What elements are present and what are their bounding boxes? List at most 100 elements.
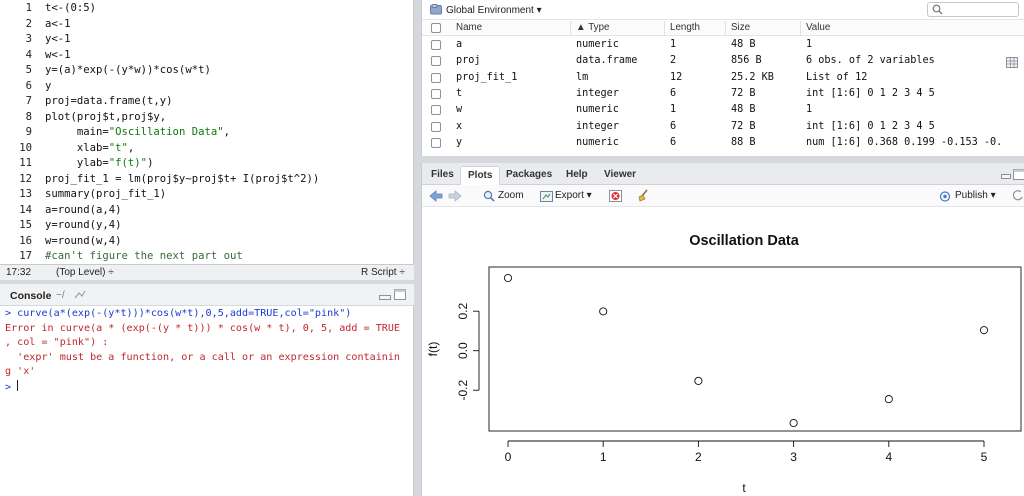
clear-plots-broom-icon[interactable] <box>637 189 649 202</box>
code-text[interactable]: a=round(a,4) <box>45 203 122 219</box>
forward-arrow-icon[interactable] <box>448 190 462 202</box>
source-editor[interactable]: 1 t<-(0:5) 2 a<-1 3 y<-1 4 w<-1 5 y=(a)*exp(-(y*w… <box>0 0 414 280</box>
go-to-directory-icon[interactable] <box>74 289 86 300</box>
row-checkbox[interactable] <box>431 137 441 148</box>
tab-files[interactable]: Files <box>431 169 454 180</box>
line-number[interactable]: 11 <box>19 157 32 169</box>
line-number[interactable]: 6 <box>25 79 32 92</box>
row-checkbox[interactable] <box>431 72 441 83</box>
line-number[interactable]: 14 <box>19 203 32 216</box>
back-arrow-icon[interactable] <box>429 190 443 202</box>
column-header[interactable]: Length <box>670 22 700 33</box>
code-line[interactable]: 16 w=round(w,4) <box>0 234 414 250</box>
environment-row[interactable]: proj_fit_1 lm 12 25.2 KB List of 12 <box>422 70 1024 86</box>
tab-plots[interactable]: Plots <box>460 166 501 185</box>
column-divider[interactable] <box>664 21 665 36</box>
row-checkbox[interactable] <box>431 40 441 50</box>
environment-row[interactable]: a numeric 1 48 B 1 <box>422 37 1024 53</box>
line-number[interactable]: 2 <box>25 17 32 30</box>
code-text[interactable]: #can't figure the next part out <box>45 249 243 265</box>
code-line[interactable]: 9 main="Oscillation Data", <box>0 125 414 141</box>
maximize-icon[interactable] <box>1013 169 1024 180</box>
code-line[interactable]: 15 y=round(y,4) <box>0 218 414 234</box>
cell-name[interactable]: x <box>456 120 463 132</box>
code-text[interactable]: main="Oscillation Data", <box>45 125 230 141</box>
code-line[interactable]: 10 xlab="t", <box>0 141 414 157</box>
code-text[interactable]: a<-1 <box>45 17 71 33</box>
column-header[interactable]: ▲ Type <box>576 22 610 33</box>
cell-name[interactable]: proj <box>456 55 481 67</box>
code-line[interactable]: 14 a=round(a,4) <box>0 203 414 219</box>
publish-button[interactable]: Publish ▾ <box>955 190 996 201</box>
code-text[interactable]: y<-1 <box>45 32 71 48</box>
line-number[interactable]: 17 <box>19 250 32 262</box>
remove-plot-icon[interactable] <box>609 190 622 202</box>
code-line[interactable]: 7 proj=data.frame(t,y) <box>0 94 414 110</box>
environment-search-input[interactable] <box>927 2 1019 17</box>
console-prompt[interactable]: > <box>5 379 410 396</box>
code-line[interactable]: 1 t<-(0:5) <box>0 1 414 17</box>
view-data-grid-icon[interactable] <box>1006 57 1018 68</box>
code-text[interactable]: proj=data.frame(t,y) <box>45 94 173 110</box>
refresh-icon[interactable] <box>1013 190 1023 202</box>
row-checkbox[interactable] <box>431 121 441 132</box>
line-number[interactable]: 8 <box>25 110 32 123</box>
line-number[interactable]: 1 <box>25 2 32 14</box>
code-text[interactable]: y <box>45 79 51 95</box>
environment-row[interactable]: proj data.frame 2 856 B 6 obs. of 2 variable… <box>422 53 1024 69</box>
code-text[interactable]: proj_fit_1 = lm(proj$y~proj$t+ I(proj$t^… <box>45 172 319 188</box>
environment-row[interactable]: t integer 6 72 B int [1:6] 0 1 2 3 4 5 <box>422 86 1024 102</box>
publish-icon[interactable] <box>938 191 952 202</box>
code-text[interactable]: y=(a)*exp(-(y*w))*cos(w*t) <box>45 63 211 79</box>
row-checkbox[interactable] <box>431 56 441 67</box>
code-line[interactable]: 12 proj_fit_1 = lm(proj$y~proj$t+ I(proj$… <box>0 172 414 188</box>
row-checkbox[interactable] <box>431 105 441 116</box>
code-text[interactable]: t<-(0:5) <box>45 1 96 17</box>
select-all-checkbox[interactable] <box>431 23 441 33</box>
line-number[interactable]: 15 <box>19 219 32 231</box>
line-number[interactable]: 3 <box>25 33 32 45</box>
cell-name[interactable]: proj_fit_1 <box>456 71 518 83</box>
column-header[interactable]: Value <box>806 22 831 33</box>
export-button[interactable]: Export ▾ <box>555 190 592 201</box>
cell-name[interactable]: w <box>456 104 463 116</box>
code-line[interactable]: 11 ylab="f(t)") <box>0 156 414 172</box>
code-line[interactable]: 5 y=(a)*exp(-(y*w))*cos(w*t) <box>0 63 414 79</box>
line-number[interactable]: 9 <box>25 126 32 138</box>
environment-row[interactable]: y numeric 6 88 B num [1:6] 0.368 0.199 -0.15… <box>422 135 1024 151</box>
tab-packages[interactable]: Packages <box>506 169 553 180</box>
code-line[interactable]: 8 plot(proj$t,proj$y, <box>0 110 414 126</box>
column-header[interactable]: Size <box>731 22 751 33</box>
code-text[interactable]: w=round(w,4) <box>45 234 122 250</box>
environment-row[interactable]: w numeric 1 48 B 1 <box>422 102 1024 118</box>
column-divider[interactable] <box>570 21 571 36</box>
tab-help[interactable]: Help <box>566 169 588 180</box>
code-text[interactable]: w<-1 <box>45 48 71 64</box>
code-text[interactable]: y=round(y,4) <box>45 218 122 234</box>
line-number[interactable]: 10 <box>19 141 32 154</box>
line-number[interactable]: 5 <box>25 64 32 76</box>
console-output[interactable]: > curve(a*(exp(-(y*t)))*cos(w*t),0,5,add… <box>5 307 410 396</box>
column-header[interactable]: Name <box>456 22 483 33</box>
line-number[interactable]: 12 <box>19 172 32 185</box>
line-number[interactable]: 4 <box>25 48 32 61</box>
column-divider[interactable] <box>725 21 726 36</box>
environment-selector[interactable]: Global Environment ▾ <box>446 5 542 16</box>
row-checkbox[interactable] <box>431 88 441 99</box>
line-number[interactable]: 13 <box>19 188 32 200</box>
code-area[interactable]: 1 t<-(0:5) 2 a<-1 3 y<-1 4 w<-1 5 y=(a)*exp(-(y*w… <box>0 1 414 278</box>
code-line[interactable]: 4 w<-1 <box>0 48 414 64</box>
scope-selector[interactable]: (Top Level) ÷ <box>56 267 114 278</box>
code-text[interactable]: xlab="t", <box>45 141 134 157</box>
export-icon[interactable] <box>540 191 553 202</box>
environment-row[interactable]: x integer 6 72 B int [1:6] 0 1 2 3 4 5 <box>422 119 1024 135</box>
line-number[interactable]: 16 <box>19 234 32 247</box>
zoom-button[interactable]: Zoom <box>498 190 524 201</box>
code-line[interactable]: 17 #can't figure the next part out <box>0 249 414 265</box>
console-pane[interactable]: Console ~/ > curve(a*(exp(-(y*t)))*cos(w… <box>0 284 414 496</box>
zoom-icon[interactable] <box>483 190 495 202</box>
code-line[interactable]: 13 summary(proj_fit_1) <box>0 187 414 203</box>
maximize-icon[interactable] <box>394 289 406 300</box>
column-divider[interactable] <box>800 21 801 36</box>
file-type-selector[interactable]: R Script ÷ <box>361 267 405 278</box>
